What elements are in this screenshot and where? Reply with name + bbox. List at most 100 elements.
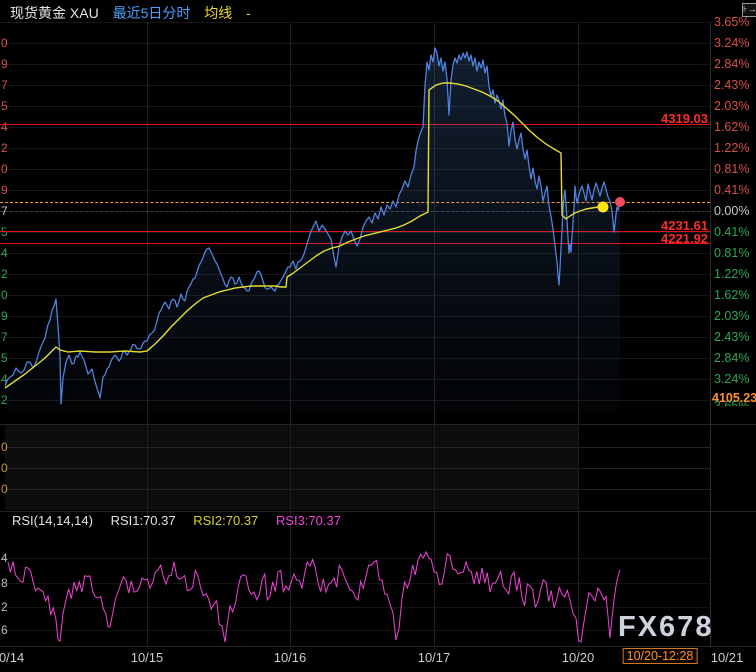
- main-gridline-h: [0, 400, 710, 401]
- main-gridline-h: [0, 358, 710, 359]
- price-level-label: 4319.03: [661, 111, 708, 126]
- right-axis-tick: 0.41%: [714, 183, 750, 197]
- right-axis-tick: 3.24%: [714, 372, 750, 386]
- main-gridline-h: [0, 64, 710, 65]
- left-axis-digit: 9: [1, 310, 8, 322]
- prev-close-dashed-line: [0, 211, 710, 212]
- main-gridline-h: [0, 337, 710, 338]
- right-axis-tick: 1.62%: [714, 288, 750, 302]
- main-gridline-h: [0, 379, 710, 380]
- left-axis-digit: 7: [1, 331, 8, 343]
- rsi-params-label[interactable]: RSI(14,14,14): [12, 513, 93, 528]
- main-gridline-h: [0, 316, 710, 317]
- middle-axis-digit: 0: [1, 462, 8, 474]
- day-separator-gridline: [434, 22, 435, 646]
- rsi-axis-digit: 6: [1, 624, 8, 636]
- x-axis-date-label: 10/14: [0, 650, 25, 665]
- right-axis-tick: 2.84%: [714, 351, 750, 365]
- left-axis-digit: 2: [1, 394, 8, 406]
- right-axis-tick: 2.03%: [714, 99, 750, 113]
- price-level-line: [0, 231, 710, 232]
- price-level-label: 4221.92: [661, 231, 708, 246]
- right-axis-tick: 0.41%: [714, 225, 750, 239]
- middle-axis-digit: 0: [1, 483, 8, 495]
- main-gridline-h: [0, 253, 710, 254]
- rsi-gridline-h: [0, 630, 710, 631]
- main-gridline-h: [0, 85, 710, 86]
- price-level-line: [0, 124, 710, 125]
- right-axis-border: [710, 22, 711, 646]
- left-axis-digit: 2: [1, 268, 8, 280]
- left-axis-digit: 9: [1, 58, 8, 70]
- left-axis-digit: 7: [1, 79, 8, 91]
- session-shading-band: [5, 425, 578, 510]
- rsi-axis-digit: 4: [1, 552, 8, 564]
- left-axis-digit: 5: [1, 226, 8, 238]
- collapse-panel-icon[interactable]: ⊦→: [742, 3, 756, 17]
- panel-separator: [0, 646, 756, 647]
- indicator-dash: -: [246, 5, 251, 21]
- low-price-badge: 4105.23: [712, 391, 756, 405]
- panel-separator: [0, 424, 756, 425]
- main-gridline-h: [0, 274, 710, 275]
- x-axis-date-label: 10/15: [130, 650, 164, 665]
- left-axis-digit: 4: [1, 373, 8, 385]
- middle-gridline-h: [5, 468, 710, 469]
- main-gridline-h: [0, 22, 710, 23]
- day-separator-gridline: [290, 22, 291, 646]
- panel-separator: [0, 511, 756, 512]
- rsi1-value: RSI1:70.37: [110, 513, 176, 528]
- price-line: [4, 47, 621, 405]
- price-area-fill: [5, 48, 620, 411]
- right-axis-tick: 1.62%: [714, 120, 750, 134]
- x-axis-date-label: 10/17: [417, 650, 451, 665]
- main-gridline-h: [0, 43, 710, 44]
- right-axis-tick: 1.22%: [714, 267, 750, 281]
- main-gridline-h: [0, 295, 710, 296]
- main-gridline-h: [0, 169, 710, 170]
- middle-gridline-h: [5, 489, 710, 490]
- main-gridline-h: [0, 232, 710, 233]
- price-level-label: 4231.61: [661, 218, 708, 233]
- current-time-badge: 10/20-12:28: [622, 648, 698, 664]
- main-gridline-h: [0, 127, 710, 128]
- main-gridline-h: [0, 190, 710, 191]
- period-selector[interactable]: 最近5日分时: [112, 5, 191, 21]
- ma-line: [4, 82, 603, 389]
- rsi-axis-digit: 2: [1, 601, 8, 613]
- left-axis-digit: 4: [1, 247, 8, 259]
- fx678-watermark: FX678: [618, 611, 714, 643]
- left-axis-digit: 2: [1, 142, 8, 154]
- x-axis-date-label: 10/20: [561, 650, 595, 665]
- middle-gridline-h: [5, 447, 710, 448]
- right-axis-tick-clipped: 3.65%: [714, 400, 754, 406]
- rsi-axis-digit: 8: [1, 577, 8, 589]
- instrument-title: 现货黄金 XAU: [10, 5, 99, 21]
- day-separator-gridline: [578, 22, 579, 646]
- x-axis-date-label: 10/21: [710, 650, 744, 665]
- price-level-line: [0, 243, 710, 244]
- right-axis-tick: 2.43%: [714, 330, 750, 344]
- rsi-gridline-h: [0, 607, 710, 608]
- left-axis-digit: 5: [1, 100, 8, 112]
- right-axis-tick: 0.81%: [714, 162, 750, 176]
- right-axis-tick: 1.22%: [714, 141, 750, 155]
- ma-indicator-label[interactable]: 均线: [204, 5, 233, 21]
- right-axis-tick: 0.00%: [714, 204, 750, 218]
- left-axis-digit: 4: [1, 121, 8, 133]
- right-axis-tick: 3.65%: [714, 15, 750, 29]
- right-axis-tick: 2.03%: [714, 309, 750, 323]
- rsi-line: [7, 550, 621, 643]
- rsi-gridline-h: [0, 583, 710, 584]
- middle-axis-digit: 0: [1, 441, 8, 453]
- rsi-gridline-h: [0, 558, 710, 559]
- chart-header: 现货黄金 XAU 最近5日分时 均线 -: [10, 3, 261, 21]
- right-axis-tick: 3.24%: [714, 36, 750, 50]
- left-axis-digit: 0: [1, 289, 8, 301]
- x-axis-date-label: 10/16: [273, 650, 307, 665]
- right-axis-tick: 0.81%: [714, 246, 750, 260]
- right-axis-tick: 2.43%: [714, 78, 750, 92]
- rsi-info-row: RSI(14,14,14) RSI1:70.37 RSI2:70.37 RSI3…: [12, 513, 355, 528]
